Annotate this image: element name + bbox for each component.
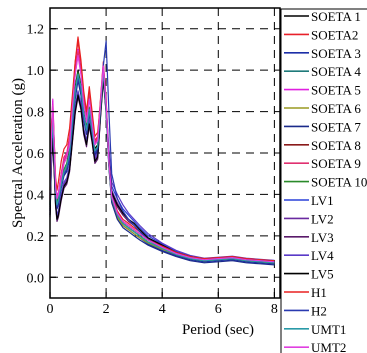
y-tick-label: 1.2 (27, 23, 45, 38)
legend-label-8: SOETA 8 (311, 138, 361, 153)
series-lines (49, 36, 275, 266)
legend-label-17: H2 (311, 303, 327, 318)
y-tick-label: 0.6 (27, 147, 45, 162)
series-line-18 (49, 71, 275, 264)
x-axis-label: Period (sec) (182, 322, 254, 338)
legend-label-9: SOETA 9 (311, 156, 361, 171)
legend-label-12: LV2 (311, 211, 334, 226)
legend-label-18: UMT1 (311, 322, 346, 337)
legend-label-15: LV5 (311, 267, 334, 282)
x-tick-label: 2 (103, 302, 110, 317)
legend-label-13: LV3 (311, 230, 334, 245)
series-line-19 (49, 54, 275, 263)
x-tick-label: 6 (215, 302, 222, 317)
y-tick-label: 1.0 (27, 64, 45, 79)
grid-lines (50, 8, 280, 298)
legend-label-11: LV1 (311, 193, 334, 208)
series-line-16 (49, 36, 275, 262)
x-tick-label: 8 (271, 302, 278, 317)
legend-label-6: SOETA 6 (311, 101, 361, 116)
legend-label-5: SOETA 5 (311, 83, 361, 98)
legend-label-7: SOETA 7 (311, 119, 361, 134)
legend-label-19: UMT2 (311, 340, 346, 353)
legend-label-16: H1 (311, 285, 327, 300)
legend-label-4: SOETA 4 (311, 64, 361, 79)
y-axis-label: Spectral Acceleration (g) (10, 78, 26, 228)
y-tick-label: 0.8 (27, 106, 45, 121)
axes (49, 7, 281, 299)
x-tick-label: 0 (47, 302, 54, 317)
legend: SOETA 1 SOETA2 SOETA 3 SOETA 4 SOETA 5 SOETA … (280, 8, 367, 353)
y-tick-label: 0.0 (27, 271, 45, 286)
tick-labels: 0 2 4 6 8 0.0 0.2 0.4 0.6 0.8 1.0 1.2 (27, 23, 278, 317)
legend-label-1: SOETA 1 (311, 9, 361, 24)
legend-label-3: SOETA 3 (311, 46, 361, 61)
legend-label-10: SOETA 10 (311, 175, 367, 190)
y-tick-label: 0.4 (27, 188, 45, 203)
legend-label-2: SOETA2 (311, 27, 358, 42)
x-tick-label: 4 (159, 302, 166, 317)
y-tick-label: 0.2 (27, 230, 45, 245)
legend-label-14: LV4 (311, 248, 334, 263)
